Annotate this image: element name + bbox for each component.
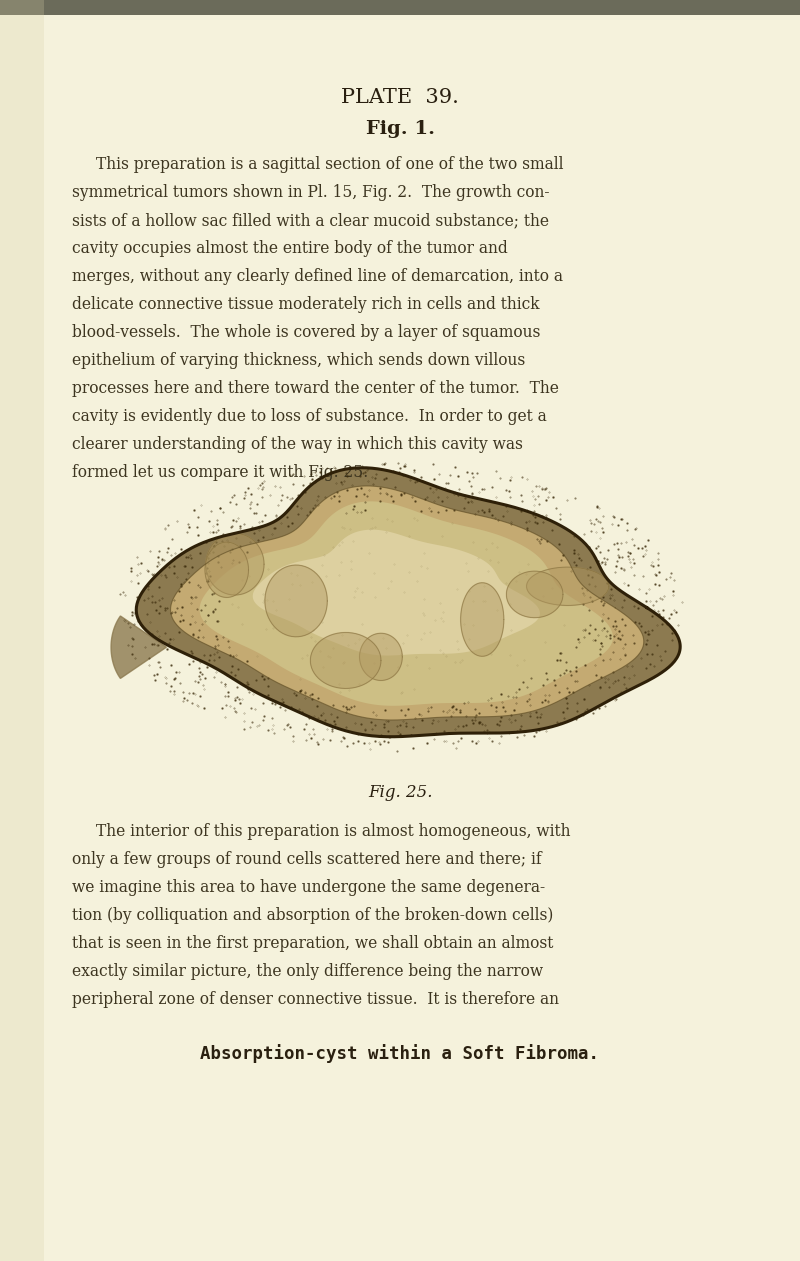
Text: delicate connective tissue moderately rich in cells and thick: delicate connective tissue moderately ri… [72,296,540,313]
Polygon shape [310,633,381,689]
Text: Fig. 25.: Fig. 25. [368,784,432,801]
Text: blood-vessels.  The whole is covered by a layer of squamous: blood-vessels. The whole is covered by a… [72,324,540,342]
Text: exactly similar picture, the only difference being the narrow: exactly similar picture, the only differ… [72,963,543,980]
Text: formed let us compare it with Fig. 25.: formed let us compare it with Fig. 25. [72,464,368,482]
Text: symmetrical tumors shown in Pl. 15, Fig. 2.  The growth con-: symmetrical tumors shown in Pl. 15, Fig.… [72,184,550,202]
Polygon shape [170,485,644,720]
Text: cavity occupies almost the entire body of the tumor and: cavity occupies almost the entire body o… [72,241,508,257]
Text: merges, without any clearly defined line of demarcation, into a: merges, without any clearly defined line… [72,269,563,285]
Text: Absorption-cyst within a Soft Fibroma.: Absorption-cyst within a Soft Fibroma. [201,1044,599,1063]
Polygon shape [199,502,613,706]
Text: sists of a hollow sac filled with a clear mucoid substance; the: sists of a hollow sac filled with a clea… [72,212,549,230]
Bar [0,0,44,1261]
Text: we imagine this area to have undergone the same degenera-: we imagine this area to have undergone t… [72,879,545,897]
Text: tion (by colliquation and absorption of the broken-down cells): tion (by colliquation and absorption of … [72,908,554,924]
Polygon shape [111,617,166,678]
Bar [0,0,800,15]
Text: Fig. 1.: Fig. 1. [366,120,434,137]
Text: peripheral zone of denser connective tissue.  It is therefore an: peripheral zone of denser connective tis… [72,991,559,1009]
Text: clearer understanding of the way in which this cavity was: clearer understanding of the way in whic… [72,436,523,453]
Text: processes here and there toward the center of the tumor.  The: processes here and there toward the cent… [72,381,559,397]
Polygon shape [206,533,264,595]
Polygon shape [205,542,249,598]
Polygon shape [136,468,680,736]
Polygon shape [506,571,563,618]
Text: only a few groups of round cells scattered here and there; if: only a few groups of round cells scatter… [72,851,542,869]
Polygon shape [526,567,609,605]
Text: This preparation is a sagittal section of one of the two small: This preparation is a sagittal section o… [96,156,563,173]
Polygon shape [359,633,402,681]
Text: PLATE  39.: PLATE 39. [341,88,459,107]
Polygon shape [253,530,540,656]
Polygon shape [461,583,504,656]
Text: The interior of this preparation is almost homogeneous, with: The interior of this preparation is almo… [96,823,570,840]
Text: cavity is evidently due to loss of substance.  In order to get a: cavity is evidently due to loss of subst… [72,409,546,425]
Text: that is seen in the first preparation, we shall obtain an almost: that is seen in the first preparation, w… [72,936,554,952]
Text: epithelium of varying thickness, which sends down villous: epithelium of varying thickness, which s… [72,352,526,369]
Polygon shape [265,565,327,637]
